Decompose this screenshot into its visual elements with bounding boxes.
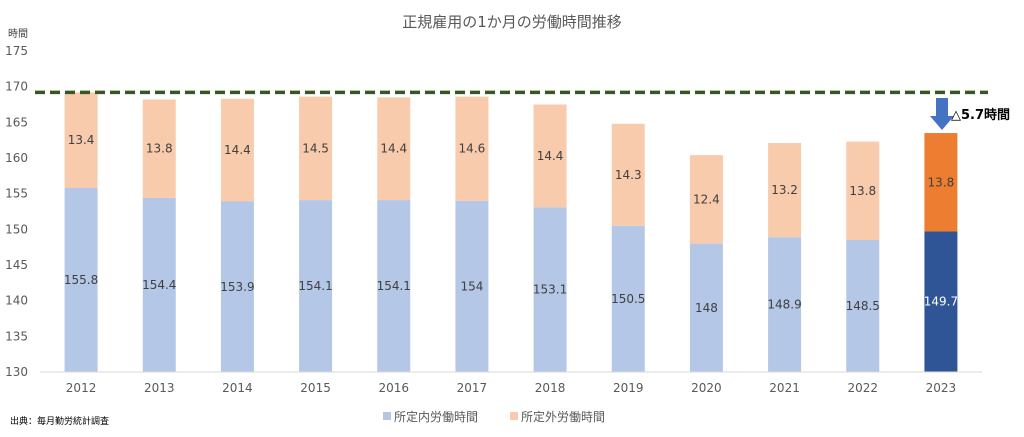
bar-segment-overtime <box>768 143 802 238</box>
data-label: 153.9 <box>220 280 254 294</box>
x-tick-label: 2020 <box>691 381 722 395</box>
bar-segment-overtime <box>455 96 489 201</box>
data-label: 154.1 <box>377 279 411 293</box>
x-tick-label: 2016 <box>378 381 409 395</box>
data-label: 14.6 <box>459 142 486 156</box>
data-label: 13.8 <box>849 184 876 198</box>
legend-label-overtime: 所定外労働時間 <box>521 409 605 424</box>
y-tick-label: 145 <box>5 258 28 272</box>
source-note: 出典：毎月勤労統計調査 <box>10 415 109 427</box>
bar-segment-overtime <box>220 98 254 202</box>
data-label: 12.4 <box>693 192 720 206</box>
bar-segment-scheduled <box>768 237 802 372</box>
bar-segment-overtime <box>846 141 880 241</box>
bar-segment-scheduled <box>924 231 958 372</box>
bar-segment-overtime <box>377 97 411 201</box>
data-label: 150.5 <box>611 292 645 306</box>
data-label: 13.8 <box>928 175 955 189</box>
data-label: 153.1 <box>533 283 567 297</box>
data-label: 148.5 <box>846 299 880 313</box>
annotation: △5.7時間 <box>930 98 1010 130</box>
data-label: 13.4 <box>68 133 95 147</box>
y-axis-label: 時間 <box>8 28 28 40</box>
x-tick-label: 2012 <box>66 381 97 395</box>
bar-segment-overtime <box>142 99 176 198</box>
data-label: 14.4 <box>380 142 407 156</box>
data-label: 14.4 <box>224 143 251 157</box>
data-label: 14.3 <box>615 168 642 182</box>
bar-segment-scheduled <box>220 201 254 372</box>
annotation-text: △5.7時間 <box>951 107 1010 123</box>
down-arrow-icon <box>930 98 954 130</box>
data-label: 13.8 <box>146 142 173 156</box>
y-tick-label: 155 <box>5 187 28 201</box>
legend-swatch-scheduled <box>383 412 391 420</box>
bar-segment-scheduled <box>64 187 98 372</box>
bar-segment-scheduled <box>846 240 880 372</box>
chart-title: 正規雇用の1か月の労働時間推移 <box>402 13 622 31</box>
data-label: 154 <box>460 279 483 293</box>
data-label: 154.4 <box>142 278 176 292</box>
bar-segment-overtime <box>611 123 645 226</box>
bar-segment-overtime <box>64 92 98 188</box>
data-label: 14.4 <box>537 149 564 163</box>
y-tick-label: 165 <box>5 115 28 129</box>
x-tick-label: 2018 <box>535 381 566 395</box>
bar-segment-overtime <box>924 133 958 232</box>
y-tick-label: 150 <box>5 222 28 236</box>
y-tick-label: 170 <box>5 80 28 94</box>
bar-segment-overtime <box>533 104 567 208</box>
bar-segment-scheduled <box>689 243 723 372</box>
y-tick-label: 140 <box>5 294 28 308</box>
bar-segment-overtime <box>299 96 333 201</box>
bar-segment-scheduled <box>455 200 489 372</box>
data-label: 149.7 <box>924 295 958 309</box>
legend-label-scheduled: 所定内労働時間 <box>394 409 478 424</box>
data-label: 14.5 <box>302 141 329 155</box>
x-tick-label: 2022 <box>847 381 878 395</box>
x-tick-label: 2013 <box>144 381 175 395</box>
x-tick-label: 2021 <box>769 381 800 395</box>
x-tick-label: 2014 <box>222 381 253 395</box>
y-tick-label: 135 <box>5 329 28 343</box>
legend: 所定内労働時間 所定外労働時間 <box>383 409 605 424</box>
bar-segment-scheduled <box>611 225 645 372</box>
x-tick-label: 2015 <box>300 381 331 395</box>
x-tick-label: 2023 <box>926 381 957 395</box>
x-tick-label: 2019 <box>613 381 644 395</box>
bar-segment-scheduled <box>142 197 176 372</box>
data-label: 155.8 <box>64 273 98 287</box>
legend-swatch-overtime <box>510 412 518 420</box>
y-tick-label: 160 <box>5 151 28 165</box>
bar-segment-overtime <box>689 155 723 244</box>
data-label: 13.2 <box>771 183 798 197</box>
x-tick-label: 2017 <box>457 381 488 395</box>
data-label: 154.1 <box>298 279 332 293</box>
data-label: 148 <box>695 301 718 315</box>
data-label: 148.9 <box>767 298 801 312</box>
y-tick-label: 175 <box>5 44 28 58</box>
y-tick-label: 130 <box>5 365 28 379</box>
bar-segment-scheduled <box>377 200 411 372</box>
bar-segment-scheduled <box>533 207 567 372</box>
bar-segment-scheduled <box>299 200 333 372</box>
